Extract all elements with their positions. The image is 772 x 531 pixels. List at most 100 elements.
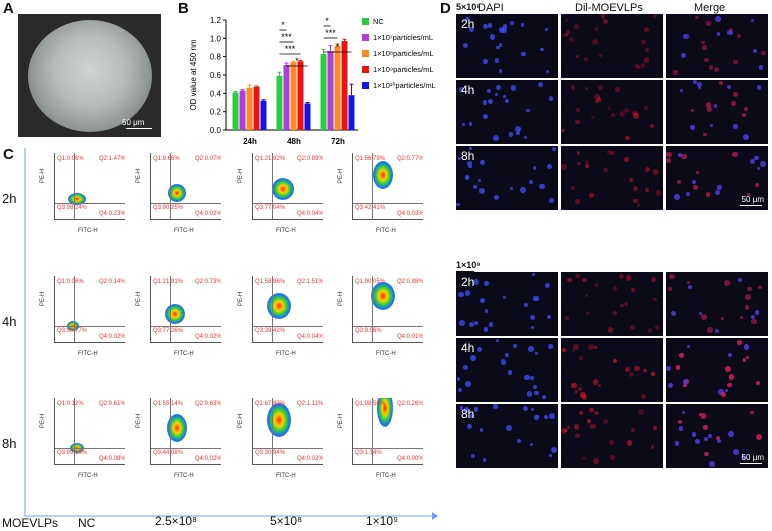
quadrant-q2-percent: Q2:0.89% (297, 156, 323, 162)
cell-spot (589, 192, 595, 198)
fluorescence-image (666, 272, 768, 336)
cell-spot (729, 27, 733, 32)
cell-spot (670, 310, 677, 317)
cell-spot (640, 62, 646, 68)
cell-spot (755, 433, 762, 440)
flow-x-axis-label: FITC-H (376, 351, 396, 357)
cell-spot (612, 359, 617, 364)
quadrant-q3-percent: Q3:99.77% (57, 328, 88, 334)
cell-spot (674, 441, 680, 447)
flow-plot: Q1:0.06% Q2:1.47% Q3:98.24% Q4:0.23% (54, 153, 125, 220)
cell-spot (673, 70, 678, 75)
cell-spot (682, 379, 688, 385)
cell-spot (706, 20, 712, 26)
fluorescence-image: 8h (456, 146, 558, 210)
panel-d-column-header: DAPI (478, 2, 504, 14)
quadrant-q2-percent: Q2:0.26% (397, 401, 423, 407)
cell-spot (707, 106, 713, 112)
quadrant-q3-percent: Q3:90.25% (153, 205, 184, 211)
cell-spot (524, 374, 531, 381)
cell-spot (522, 405, 529, 412)
cell-spot (561, 347, 567, 353)
cell-spot (533, 384, 538, 389)
cell-spot (625, 275, 631, 281)
cell-spot (717, 185, 722, 190)
cell-spot (546, 314, 551, 319)
panel-a-scale-bar (126, 128, 152, 129)
y-tick-label: 1.2 (210, 16, 222, 25)
cell-spot (678, 353, 684, 358)
legend-label: 1×10⁸particles/mL (373, 49, 434, 58)
cell-spot (584, 87, 588, 91)
cell-spot (628, 372, 634, 377)
flow-row-label: 4h (2, 314, 17, 329)
cell-spot (633, 113, 639, 119)
cell-spot (597, 85, 603, 90)
flow-plot: Q1:90.05% Q2:0.88% Q3:9.06% Q4:0.01% (352, 276, 423, 343)
cell-spot (468, 321, 474, 327)
cell-spot (598, 53, 603, 58)
cell-spot (590, 423, 596, 430)
bar (260, 100, 267, 130)
bar (341, 41, 348, 130)
cell-spot (708, 434, 712, 438)
bar (253, 86, 260, 130)
cell-spot (561, 128, 565, 133)
cell-spot (618, 273, 625, 280)
quadrant-q1-percent: Q1:21.92% (255, 156, 286, 162)
cell-spot (687, 344, 691, 349)
quadrant-gate-horizontal (151, 326, 221, 327)
panel-d-scale-bar-label: 50 μm (741, 453, 764, 462)
cell-spot (585, 312, 590, 316)
panel-c-label: C (3, 146, 14, 163)
cell-spot (628, 178, 633, 183)
flow-event-density (267, 403, 291, 437)
cell-spot (681, 153, 687, 159)
cell-spot (461, 123, 465, 127)
cell-spot (550, 447, 557, 454)
cell-spot (549, 453, 553, 457)
cell-spot (575, 55, 579, 59)
cell-spot (582, 456, 586, 460)
bottom-label-1e9: 1×10⁹ (366, 514, 399, 528)
cell-spot (492, 134, 499, 141)
flow-plot: Q1:0.12% Q2:0.61% Q3:99.19% Q4:0.08% (54, 398, 125, 465)
cell-spot (579, 410, 584, 415)
cell-spot (750, 410, 754, 415)
cell-spot (585, 160, 590, 165)
bottom-label-2-5e8: 2.5×10⁸ (155, 514, 198, 528)
bar (320, 53, 327, 130)
cell-spot (576, 151, 580, 155)
cell-spot (534, 352, 538, 356)
cell-spot (595, 27, 599, 31)
cell-spot (596, 97, 602, 103)
panel-c-flow-grid: 2h Q1:0.06% Q2:1.47% Q3:98.24% Q4:0.23% FITC-… (2, 153, 423, 479)
cell-spot (755, 380, 761, 386)
cell-spot (576, 108, 581, 113)
cell-spot (644, 166, 650, 172)
cell-spot (530, 376, 534, 381)
cell-spot (539, 183, 545, 190)
cell-spot (551, 146, 556, 151)
cell-spot (524, 135, 528, 140)
cell-spot (756, 85, 762, 90)
cell-spot (693, 80, 698, 85)
cell-spot (563, 429, 567, 433)
cell-spot (573, 424, 580, 430)
cell-spot (584, 164, 590, 169)
significance-label: *** (325, 28, 336, 38)
cell-spot (543, 415, 548, 420)
cell-spot (701, 41, 705, 45)
quadrant-gate-horizontal (353, 448, 423, 449)
cell-spot (473, 279, 479, 286)
cell-spot (668, 273, 675, 280)
quadrant-q2-percent: Q2:0.63% (195, 401, 221, 407)
cell-spot (728, 373, 735, 380)
cell-spot (544, 27, 549, 32)
y-tick-label: 0.2 (210, 108, 222, 117)
cell-spot (609, 439, 615, 445)
cell-spot (753, 48, 758, 53)
flow-x-axis-label: FITC-H (174, 228, 194, 234)
cell-spot (501, 27, 507, 34)
